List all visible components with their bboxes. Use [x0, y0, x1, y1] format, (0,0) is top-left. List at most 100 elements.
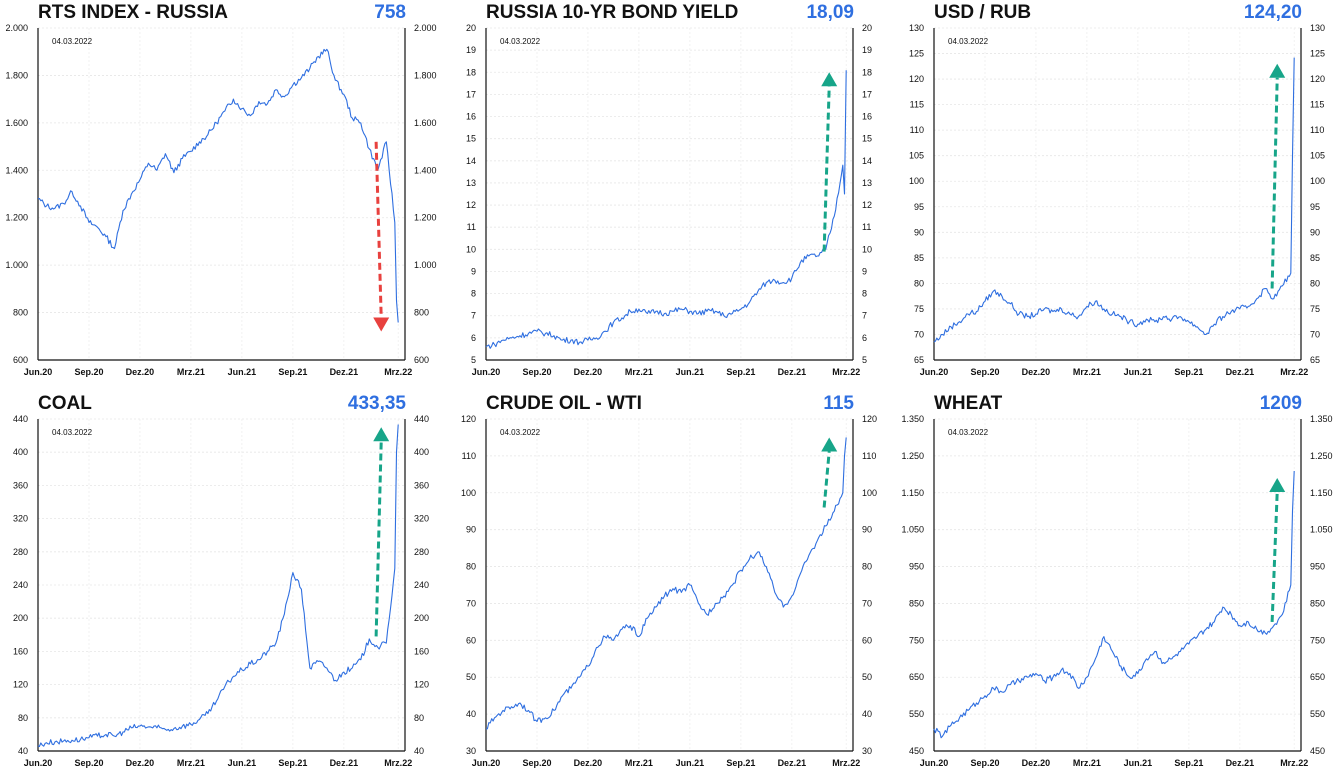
y-tick-label-left: 5: [471, 355, 476, 365]
chart-title: RTS INDEX - RUSSIA: [38, 2, 229, 23]
y-tick-label-left: 13: [466, 178, 476, 188]
y-tick-label-right: 7: [862, 311, 867, 321]
y-tick-label-left: 110: [910, 125, 924, 135]
x-tick-label: Mrz.21: [625, 367, 653, 377]
x-tick-label: Sep.20: [970, 367, 999, 377]
y-tick-label-left: 120: [909, 74, 924, 84]
y-tick-label-right: 100: [1310, 176, 1325, 186]
chart-svg: 30 30 40 40 50 50 60 60 70 70 80 80 90 90 100 100 110 110…: [461, 414, 877, 768]
chart-panel: 30 30 40 40 50 50 60 60 70 70 80 80 90 90 100 100 110 110…: [448, 391, 896, 782]
y-tick-label-left: 650: [909, 672, 924, 682]
y-tick-label-left: 10: [466, 244, 476, 254]
x-tick-label: Mrz.22: [384, 367, 412, 377]
y-tick-label-right: 120: [862, 414, 877, 424]
x-tick-label: Sep.20: [522, 367, 551, 377]
y-tick-label-left: 600: [13, 355, 28, 365]
y-tick-label-right: 40: [414, 746, 424, 756]
y-tick-label-left: 280: [13, 547, 28, 557]
chart-title: COAL: [38, 393, 92, 414]
y-tick-label-left: 70: [914, 329, 924, 339]
y-tick-label-right: 65: [1310, 355, 1320, 365]
trend-arrow-head: [1269, 63, 1286, 78]
y-tick-label-left: 950: [909, 562, 924, 572]
x-tick-label: Jun.21: [1124, 758, 1153, 768]
x-tick-label: Dez.21: [330, 758, 359, 768]
last-value: 124,20: [1243, 2, 1302, 23]
y-tick-label-right: 90: [862, 525, 872, 535]
y-tick-label-right: 1.600: [414, 118, 437, 128]
y-tick-label-left: 30: [466, 746, 476, 756]
x-tick-label: Sep.20: [970, 758, 999, 768]
y-tick-label-left: 20: [466, 23, 476, 33]
y-tick-label-left: 115: [910, 100, 924, 110]
y-tick-label-right: 400: [414, 447, 429, 457]
x-tick-label: Sep.21: [1174, 367, 1203, 377]
y-tick-label-left: 800: [13, 308, 28, 318]
y-tick-label-right: 30: [862, 746, 872, 756]
y-tick-label-right: 14: [862, 156, 872, 166]
y-tick-label-right: 16: [862, 112, 872, 122]
chart-title: WHEAT: [934, 393, 1003, 414]
x-tick-label: Dez.20: [1022, 758, 1051, 768]
chart-panel: 5 5 6 6 7 7 8 8 9 9 10 10 11 11 12 12 13 13 14 14 15 15 16 16 17…: [448, 0, 896, 391]
y-tick-label-left: 320: [13, 514, 28, 524]
last-value: 433,35: [347, 393, 406, 414]
y-tick-label-right: 80: [862, 562, 872, 572]
y-tick-label-right: 800: [414, 308, 429, 318]
y-tick-label-left: 80: [18, 713, 28, 723]
x-tick-label: Mrz.21: [177, 758, 205, 768]
x-tick-label: Sep.21: [1174, 758, 1203, 768]
y-tick-label-right: 70: [1310, 329, 1320, 339]
trend-arrow-shaft: [374, 141, 383, 318]
x-tick-label: Jun.20: [24, 367, 53, 377]
y-tick-label-left: 85: [914, 253, 924, 263]
x-tick-label: Sep.20: [74, 758, 103, 768]
x-tick-label: Jun.21: [228, 758, 257, 768]
x-tick-label: Sep.20: [74, 367, 103, 377]
y-tick-label-right: 240: [414, 580, 429, 590]
y-tick-label-left: 110: [462, 451, 476, 461]
y-tick-label-right: 95: [1310, 202, 1320, 212]
y-tick-label-right: 80: [414, 713, 424, 723]
y-tick-label-left: 16: [466, 112, 476, 122]
x-tick-label: Dez.21: [1226, 758, 1255, 768]
date-label: 04.03.2022: [500, 37, 541, 46]
trend-arrow-shaft: [822, 86, 831, 252]
y-tick-label-left: 450: [909, 746, 924, 756]
trend-arrow-head: [821, 437, 838, 452]
y-tick-label-left: 120: [13, 680, 28, 690]
y-tick-label-right: 650: [1310, 672, 1325, 682]
series-line: [485, 70, 847, 349]
last-value: 18,09: [806, 2, 854, 23]
y-tick-label-right: 280: [414, 547, 429, 557]
y-tick-label-right: 15: [862, 134, 872, 144]
date-label: 04.03.2022: [948, 428, 989, 437]
y-tick-label-left: 1.600: [5, 118, 28, 128]
y-tick-label-right: 450: [1310, 746, 1325, 756]
x-tick-label: Dez.20: [574, 758, 603, 768]
x-tick-label: Jun.20: [24, 758, 53, 768]
last-value: 758: [374, 2, 406, 23]
y-tick-label-right: 1.400: [414, 165, 437, 175]
y-tick-label-left: 400: [13, 447, 28, 457]
x-tick-label: Mrz.21: [177, 367, 205, 377]
y-tick-label-left: 440: [13, 414, 28, 424]
y-tick-label-left: 360: [13, 480, 28, 490]
y-tick-label-left: 1.250: [901, 451, 924, 461]
y-tick-label-left: 1.150: [901, 488, 924, 498]
y-tick-label-right: 200: [414, 613, 429, 623]
y-tick-label-right: 950: [1310, 562, 1325, 572]
series-line: [37, 424, 399, 748]
y-tick-label-left: 200: [13, 613, 28, 623]
y-tick-label-left: 90: [466, 525, 476, 535]
chart-title: USD / RUB: [934, 2, 1032, 23]
trend-arrow-shaft: [374, 441, 383, 637]
y-tick-label-left: 95: [914, 202, 924, 212]
y-tick-label-right: 850: [1310, 598, 1325, 608]
y-tick-label-left: 1.200: [5, 213, 28, 223]
date-label: 04.03.2022: [52, 37, 93, 46]
chart-svg: 40 40 80 80 120 120 160 160 200 200 240 240 280 280 32…: [13, 414, 429, 768]
x-tick-label: Sep.20: [522, 758, 551, 768]
y-tick-label-right: 5: [862, 355, 867, 365]
y-tick-label-right: 19: [862, 45, 872, 55]
